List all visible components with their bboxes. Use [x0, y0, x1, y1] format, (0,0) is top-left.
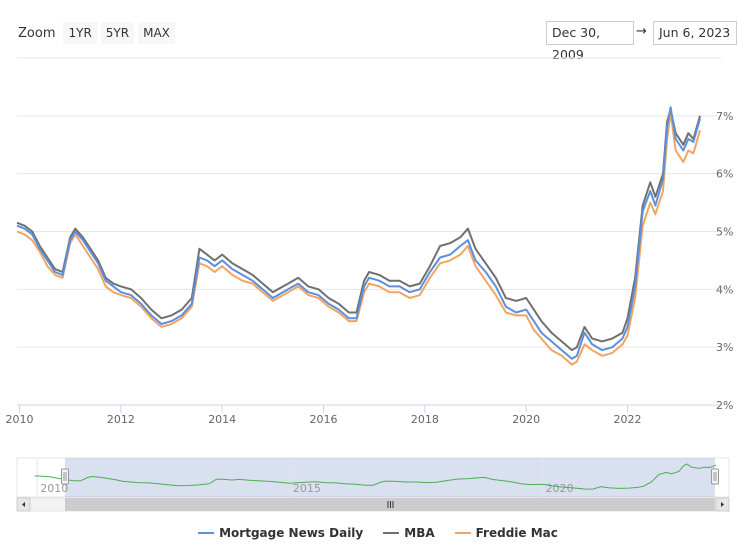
legend-item-mortgage-news-daily[interactable]: Mortgage News Daily — [198, 526, 363, 540]
zoom-1yr-button[interactable]: 1YR — [63, 22, 97, 44]
navigator-handle-left[interactable] — [61, 468, 69, 485]
arrow-right-icon — [721, 502, 724, 507]
range-to-input[interactable]: Jun 6, 2023 — [653, 21, 737, 45]
series-line-mba — [16, 109, 701, 352]
legend-item-freddie-mac[interactable]: Freddie Mac — [454, 526, 558, 540]
legend-swatch — [454, 532, 471, 534]
y-tick-label: 4% — [716, 283, 733, 296]
legend-swatch — [383, 532, 400, 534]
legend-label: Mortgage News Daily — [219, 526, 364, 540]
navigator-label: 2015 — [293, 482, 321, 495]
x-tick-label: 2016 — [310, 413, 338, 426]
y-tick-label: 5% — [716, 226, 733, 239]
y-axis-labels: 2% 3% 4% 5% 6% 7% — [716, 110, 733, 412]
legend-item-mba[interactable]: MBA — [383, 526, 435, 540]
legend-label: Freddie Mac — [475, 526, 558, 540]
x-tick-label: 2022 — [614, 413, 642, 426]
zoom-bar: Zoom 1YR 5YR MAX — [14, 22, 179, 44]
range-from-input[interactable]: Dec 30, 2009 — [546, 21, 634, 62]
x-tick-label: 2018 — [411, 413, 439, 426]
navigator[interactable]: 2010 2015 2020 — [16, 457, 730, 512]
y-tick-label: 7% — [716, 110, 733, 123]
navigator-background — [16, 457, 730, 498]
zoom-5yr-button[interactable]: 5YR — [100, 22, 135, 44]
navigator-line — [34, 463, 717, 490]
navigator-label: 2020 — [546, 482, 574, 495]
x-tick-label: 2020 — [512, 413, 540, 426]
legend-swatch — [198, 532, 215, 534]
navigator-handle-right[interactable] — [711, 468, 719, 485]
y-tick-label: 2% — [716, 399, 733, 412]
x-tick-label: 2012 — [107, 413, 135, 426]
x-tick-label: 2010 — [6, 413, 34, 426]
zoom-label: Zoom — [18, 25, 56, 41]
series-lines — [16, 106, 701, 366]
navigator-selection[interactable] — [65, 458, 715, 497]
grid-lines — [17, 57, 721, 406]
legend: Mortgage News Daily MBA Freddie Mac — [0, 526, 756, 540]
x-tick-label: 2014 — [208, 413, 236, 426]
series-line-mortgage-news-daily — [16, 106, 701, 360]
rate-chart: 2% 3% 4% 5% 6% 7% 2010 2012 2014 2016 2018 2020 202… — [6, 57, 733, 512]
legend-label: MBA — [404, 526, 435, 540]
y-tick-label: 3% — [716, 341, 733, 354]
arrow-left-icon — [22, 502, 25, 507]
navigator-label: 2010 — [40, 482, 68, 495]
x-axis-labels: 2010 2012 2014 2016 2018 2020 2022 — [6, 405, 642, 426]
series-line-freddie-mac — [16, 111, 701, 366]
range-separator: → — [636, 24, 647, 39]
y-tick-label: 6% — [716, 168, 733, 181]
zoom-max-button[interactable]: MAX — [138, 22, 175, 44]
